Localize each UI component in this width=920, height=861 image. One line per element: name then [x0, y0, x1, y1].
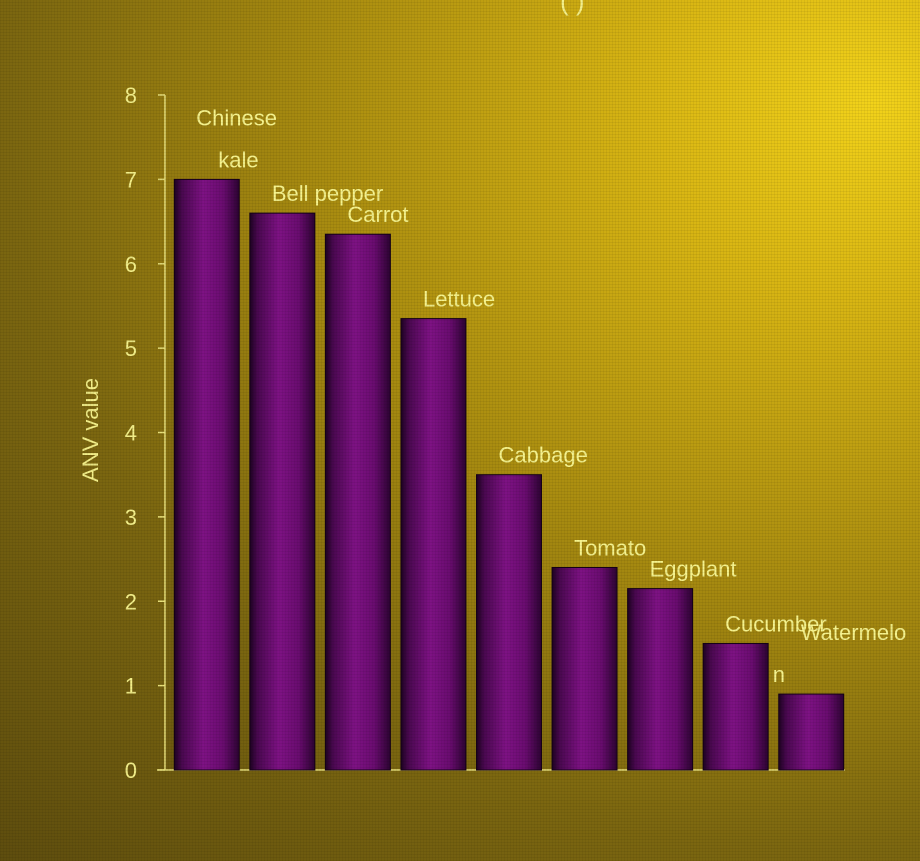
data-label: Cabbage: [499, 443, 588, 468]
y-tick-label: 6: [125, 252, 137, 277]
y-tick-label: 2: [125, 589, 137, 614]
bar: [627, 588, 694, 771]
data-label: Lettuce: [423, 287, 495, 312]
data-label: Cucumber: [725, 611, 826, 636]
y-axis: 0 1 2 3 4 5 6 7 8: [125, 83, 845, 783]
data-label: Eggplant: [650, 557, 737, 582]
bar: [249, 212, 316, 771]
chart-title-cropped: ( ): [560, 0, 585, 16]
bar: [400, 318, 467, 771]
bar: [778, 693, 845, 771]
y-tick-label: 3: [125, 505, 137, 530]
y-tick-label: 0: [125, 758, 137, 783]
y-tick-label: 1: [125, 674, 137, 699]
data-label: Chinese: [196, 105, 277, 130]
data-label: n: [773, 662, 785, 687]
bars: [173, 178, 845, 771]
data-label: Watermelo: [801, 620, 907, 645]
y-tick-label: 5: [125, 336, 137, 361]
bar: [173, 178, 240, 771]
data-label: kale: [218, 147, 258, 172]
bar: [702, 642, 769, 771]
data-label: Carrot: [347, 202, 408, 227]
y-tick-label: 8: [125, 83, 137, 108]
y-tick-label: 4: [125, 421, 137, 446]
bar: [324, 233, 391, 771]
data-label: Tomato: [574, 536, 646, 561]
data-label: Bell pepper: [272, 181, 383, 206]
y-axis-title: ANV value: [78, 378, 103, 482]
bar: [476, 474, 542, 771]
y-tick-label: 7: [125, 167, 137, 192]
bar: [551, 567, 618, 771]
